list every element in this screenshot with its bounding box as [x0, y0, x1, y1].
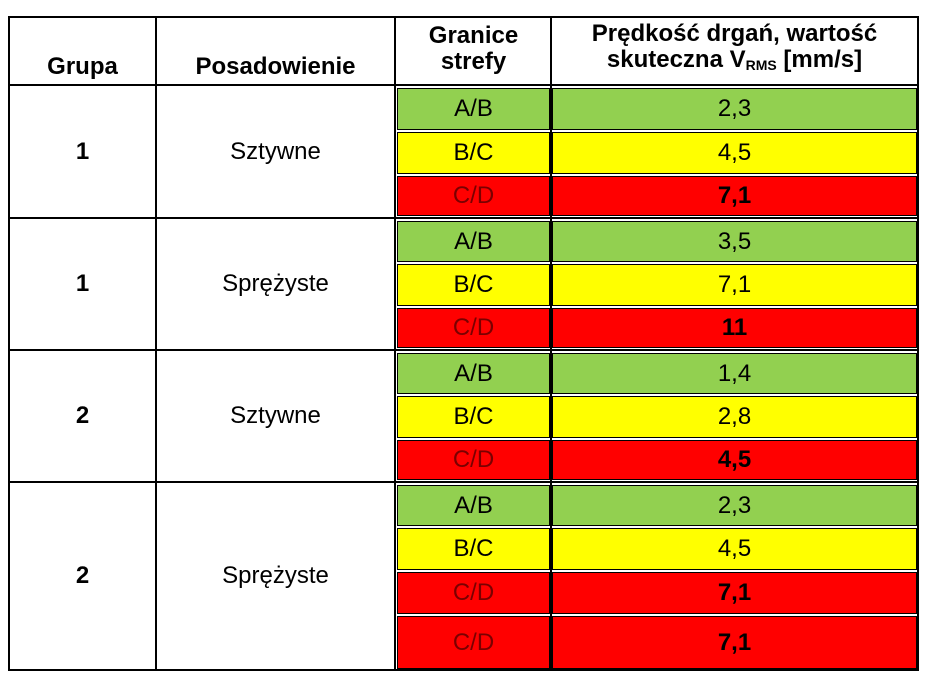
header-predkosc-line2: skuteczna VRMS [mm/s] [606, 45, 863, 73]
foundation-type: Sprężyste [222, 562, 329, 589]
divider-col-2 [394, 18, 396, 669]
zone-boundary-cell: B/C [397, 132, 550, 174]
header-predkosc-line1: Prędkość drgań, wartość [591, 19, 878, 47]
header-granice-strefy: Granice strefy [397, 18, 550, 80]
divider-group-3 [10, 481, 917, 483]
zone-boundary-cell: C/D [397, 176, 550, 216]
zone-boundary-cell: C/D [397, 440, 550, 480]
zone-boundary-cell: A/B [397, 88, 550, 130]
velocity-value-cell: 4,5 [552, 132, 917, 174]
zone-boundary-cell: B/C [397, 264, 550, 306]
velocity-value-cell: 2,8 [552, 396, 917, 438]
velocity-value-cell: 7,1 [552, 572, 917, 614]
velocity-value-cell: 3,5 [552, 221, 917, 262]
zone-boundary-cell: A/B [397, 485, 550, 526]
foundation-type: Sztywne [230, 402, 321, 429]
zone-boundary-cell: A/B [397, 221, 550, 262]
zone-boundary-cell: C/D [397, 572, 550, 614]
zone-boundary-cell: B/C [397, 396, 550, 438]
divider-col-3 [550, 18, 552, 669]
velocity-value-cell: 1,4 [552, 353, 917, 394]
velocity-value-cell: 2,3 [552, 88, 917, 130]
divider-header [10, 84, 917, 86]
velocity-value-cell: 7,1 [552, 176, 917, 216]
group-number: 1 [75, 137, 90, 165]
vibration-limits-table: Grupa Posadowienie Granice strefy Prędko… [8, 16, 919, 671]
group-number: 1 [75, 270, 90, 297]
group-number: 2 [75, 562, 90, 589]
velocity-value-cell: 11 [552, 308, 917, 348]
divider-group-1 [10, 217, 917, 219]
zone-boundary-cell: C/D [397, 616, 550, 669]
header-predkosc: Prędkość drgań, wartość skuteczna VRMS [… [552, 18, 917, 80]
header-granice-line1: Granice [428, 22, 519, 49]
header-grupa-label: Grupa [47, 53, 118, 80]
divider-group-2 [10, 349, 917, 351]
header-posadowienie-label: Posadowienie [195, 53, 356, 80]
group-number: 2 [75, 402, 90, 429]
foundation-type: Sprężyste [222, 270, 329, 297]
header-posadowienie: Posadowienie [157, 18, 394, 80]
divider-col-1 [155, 18, 157, 669]
velocity-value-cell: 7,1 [552, 264, 917, 306]
zone-boundary-cell: A/B [397, 353, 550, 394]
header-grupa: Grupa [10, 18, 155, 80]
header-granice-line2: strefy [440, 48, 507, 75]
velocity-value-cell: 4,5 [552, 440, 917, 480]
velocity-value-cell: 2,3 [552, 485, 917, 526]
velocity-value-cell: 4,5 [552, 528, 917, 570]
zone-boundary-cell: C/D [397, 308, 550, 348]
velocity-value-cell: 7,1 [552, 616, 917, 669]
foundation-type: Sztywne [230, 137, 321, 165]
zone-boundary-cell: B/C [397, 528, 550, 570]
